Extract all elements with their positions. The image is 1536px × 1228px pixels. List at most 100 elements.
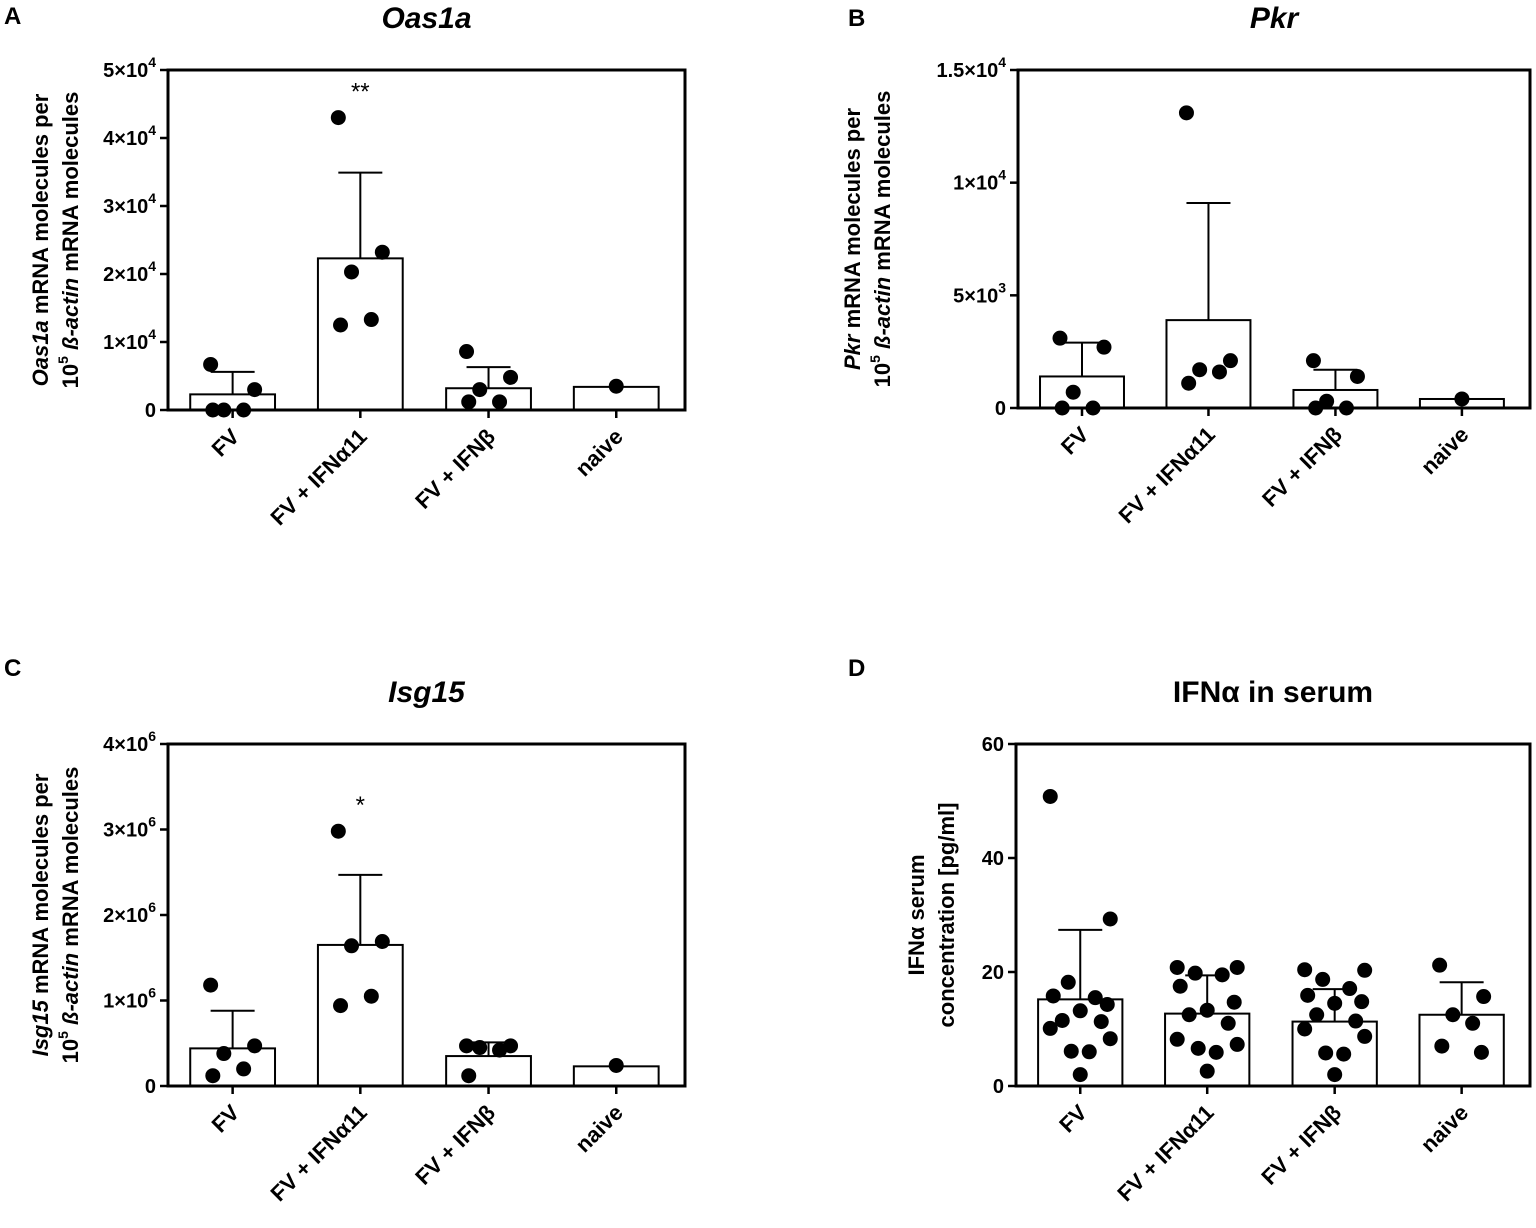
- bar: [189, 1047, 277, 1088]
- data-point: [1045, 988, 1061, 1004]
- plot-frame: [1014, 742, 1532, 1088]
- data-point: [247, 1038, 263, 1054]
- x-tick-label: FV: [1054, 1100, 1092, 1138]
- data-point: [1318, 1045, 1334, 1061]
- x-tick-label: naive: [1416, 1100, 1473, 1157]
- y-tick-label: 0: [145, 1076, 156, 1098]
- data-point: [1348, 1013, 1364, 1029]
- y-tick-label: 0: [995, 398, 1006, 420]
- data-point: [1465, 1015, 1481, 1031]
- data-point: [1063, 1043, 1079, 1059]
- data-point: [1297, 1021, 1313, 1037]
- data-point: [1169, 959, 1185, 975]
- y-axis-label-line1: IFNα serum: [904, 854, 929, 975]
- x-tick-label: FV + IFNα11: [266, 424, 372, 530]
- data-point: [1476, 989, 1492, 1005]
- bar: [1418, 1013, 1505, 1087]
- significance-marker: *: [356, 792, 365, 819]
- data-point: [330, 110, 346, 126]
- data-point: [1454, 391, 1470, 407]
- data-point: [363, 312, 379, 328]
- y-tick-label: 1×104: [953, 167, 1006, 195]
- data-point: [1208, 1044, 1224, 1060]
- data-point: [1445, 1007, 1461, 1023]
- chart-title: Isg15: [388, 676, 466, 709]
- y-tick-label: 1×104: [103, 326, 156, 354]
- data-point: [1434, 1038, 1450, 1054]
- data-point: [503, 369, 519, 385]
- data-point: [1178, 105, 1194, 121]
- significance-marker: **: [351, 79, 370, 106]
- data-point: [1229, 959, 1245, 975]
- data-point: [330, 823, 346, 839]
- data-point: [1342, 981, 1358, 997]
- data-point: [1327, 1067, 1343, 1083]
- plot-frame: [166, 68, 687, 412]
- y-axis-label-line1: Pkr mRNA molecules per: [840, 108, 865, 371]
- y-tick-label: 5×104: [103, 54, 156, 82]
- data-point: [203, 977, 219, 993]
- chart-title: IFNα in serum: [1173, 676, 1373, 709]
- x-tick-label: FV + IFNβ: [410, 1100, 500, 1190]
- y-tick-label: 40: [982, 848, 1004, 870]
- data-point: [203, 356, 219, 372]
- panel-D: D IFNα in serum IFNα serum concentration [p…: [848, 655, 1532, 1206]
- x-tick-label: FV + IFNβ: [1256, 1100, 1346, 1190]
- data-point: [1187, 965, 1203, 981]
- data-point: [492, 1042, 508, 1058]
- x-tick-label: FV: [207, 424, 245, 462]
- data-point: [1309, 1007, 1325, 1023]
- data-point: [1305, 353, 1321, 369]
- y-tick-label: 1×106: [103, 985, 156, 1013]
- data-point: [1432, 957, 1448, 973]
- data-point: [1199, 1002, 1215, 1018]
- data-point: [1319, 393, 1335, 409]
- data-point: [1354, 994, 1370, 1010]
- data-point: [374, 934, 390, 950]
- data-point: [472, 1040, 488, 1056]
- y-tick-label: 3×104: [103, 190, 156, 218]
- data-point: [1336, 1046, 1352, 1062]
- y-axis-label-line1: Oas1a mRNA molecules per: [28, 93, 53, 386]
- data-point: [1081, 1044, 1097, 1060]
- x-tick-label: FV + IFNα11: [1112, 1100, 1218, 1206]
- data-point: [1093, 1014, 1109, 1030]
- data-point: [1060, 974, 1076, 990]
- y-axis-label-line2: concentration [pg/ml]: [934, 803, 959, 1028]
- y-tick-label: 4×104: [103, 122, 156, 150]
- data-point: [608, 378, 624, 394]
- bar: [189, 393, 277, 411]
- y-axis-label-line2: 105 ß-actin mRNA molecules: [867, 91, 895, 388]
- data-point: [1226, 994, 1242, 1010]
- data-point: [459, 344, 475, 360]
- data-point: [1042, 1020, 1058, 1036]
- data-point: [492, 394, 508, 410]
- data-point: [1357, 1028, 1373, 1044]
- data-point: [1300, 987, 1316, 1003]
- data-point: [1096, 339, 1112, 355]
- data-point: [1315, 971, 1331, 987]
- data-point: [1199, 1063, 1215, 1079]
- bar: [1165, 319, 1252, 409]
- data-point: [1349, 368, 1365, 384]
- data-point: [1473, 1044, 1489, 1060]
- data-point: [1181, 1007, 1197, 1023]
- data-point: [1190, 1040, 1206, 1056]
- data-point: [333, 998, 349, 1014]
- data-point: [1192, 362, 1208, 378]
- data-point: [461, 1068, 477, 1084]
- x-tick-label: naive: [1416, 422, 1473, 479]
- bar: [316, 257, 404, 411]
- data-point: [236, 1061, 252, 1077]
- data-point: [1172, 978, 1188, 994]
- data-point: [608, 1057, 624, 1073]
- data-point: [205, 1068, 221, 1084]
- y-tick-label: 5×103: [953, 279, 1006, 307]
- data-point: [1099, 996, 1115, 1012]
- x-tick-label: FV + IFNα11: [1114, 422, 1220, 528]
- data-point: [1169, 1031, 1185, 1047]
- bar: [316, 943, 404, 1087]
- data-point: [363, 988, 379, 1004]
